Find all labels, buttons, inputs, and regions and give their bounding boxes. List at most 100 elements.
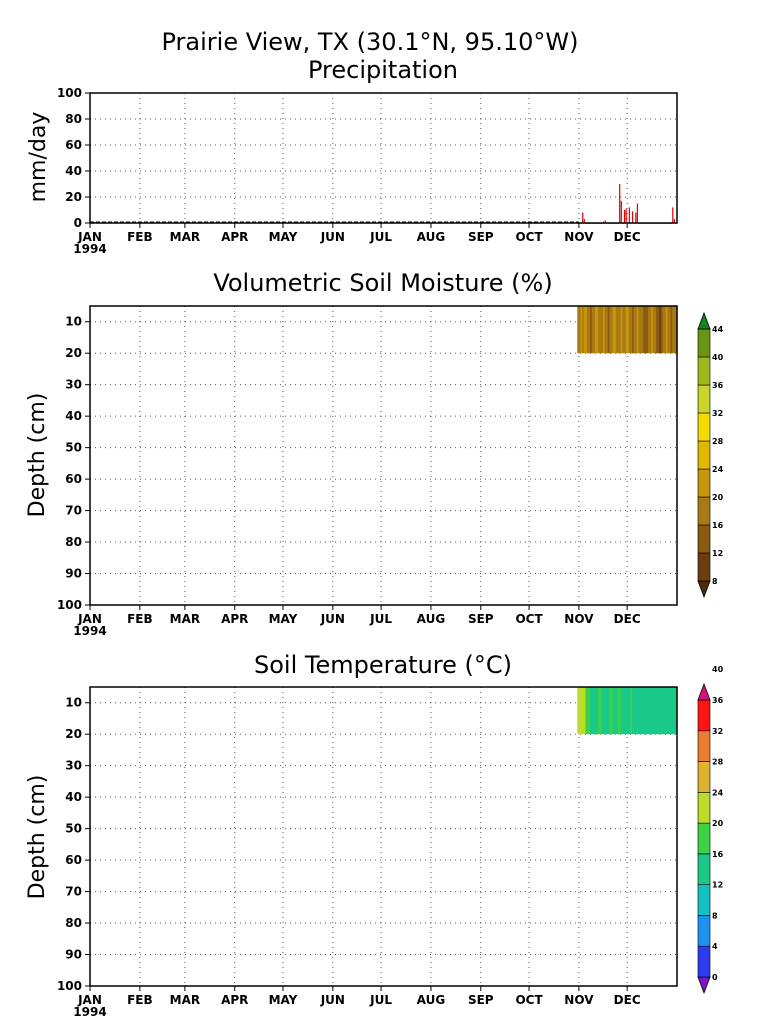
precipitation-xtick-label: MAY [269, 230, 298, 244]
soil-temperature-heatmap-cell [604, 687, 607, 735]
soil-temperature-colorbar-label: 0 [712, 973, 718, 982]
soil-moisture-heatmap-cell [603, 306, 606, 354]
soil-moisture-ytick-label: 80 [65, 535, 82, 549]
soil-moisture-colorbar-label: 32 [712, 409, 723, 418]
soil-temperature-heatmap-cell [622, 687, 625, 735]
soil-temperature-heatmap-cell [627, 687, 630, 735]
soil-moisture-heatmap-cell [638, 306, 641, 354]
soil-moisture-heatmap-cell [598, 306, 601, 354]
soil-temperature-heatmap-cell [603, 687, 606, 735]
precipitation-ytick-label: 20 [65, 190, 82, 204]
soil-temperature-heatmap-cell [659, 687, 662, 735]
precipitation-xtick-label: APR [221, 230, 248, 244]
soil-moisture-title: Volumetric Soil Moisture (%) [213, 269, 552, 297]
soil-moisture-ytick-label: 100 [57, 598, 82, 612]
precipitation-xtick-label: OCT [515, 230, 543, 244]
soil-moisture-xtick-label: DEC [614, 612, 641, 626]
soil-temperature-ylabel: Depth (cm) [25, 775, 50, 900]
soil-temperature-heatmap-cell [578, 687, 582, 735]
soil-moisture-heatmap-cell [604, 306, 607, 354]
soil-moisture-heatmap-cell [611, 306, 614, 354]
soil-moisture-ytick-label: 70 [65, 504, 82, 518]
soil-moisture-colorbar-label: 8 [712, 577, 718, 586]
soil-temperature-heatmap-cell [598, 687, 601, 735]
soil-temperature-ytick-label: 50 [65, 822, 82, 836]
soil-moisture-xtick-label: APR [221, 612, 248, 626]
soil-moisture-heatmap-cell [631, 306, 635, 354]
soil-moisture-ytick-label: 40 [65, 409, 82, 423]
figure-title-line2: Precipitation [308, 56, 458, 84]
precipitation-xtick-label: JAN [77, 230, 102, 244]
soil-temperature-heatmap-cell [651, 687, 654, 735]
soil-temperature-ytick-label: 80 [65, 916, 82, 930]
soil-temperature-heatmap-cell [582, 687, 585, 735]
soil-temperature-heatmap-cell [607, 687, 611, 735]
precipitation-bar [631, 211, 634, 223]
soil-moisture-heatmap-cell [582, 306, 585, 354]
soil-moisture-xtick-label: MAY [269, 612, 298, 626]
precipitation-xtick-label: FEB [127, 230, 153, 244]
soil-temperature-heatmap-cell [580, 687, 583, 735]
soil-temperature-year-label: 1994 [73, 1005, 106, 1019]
soil-temperature-heatmap-cell [583, 687, 586, 735]
soil-temperature-colorbar-label: 12 [712, 881, 723, 890]
precipitation-bar [628, 207, 630, 223]
soil-moisture-heatmap-cell [660, 306, 664, 354]
soil-temperature-ytick-label: 60 [65, 853, 82, 867]
soil-moisture-heatmap-cell [583, 306, 586, 354]
soil-temperature-xtick-label: JAN [77, 993, 102, 1007]
soil-moisture-xtick-label: OCT [515, 612, 543, 626]
soil-temperature-heatmap-cell [638, 687, 641, 735]
soil-moisture-heatmap-cell [627, 306, 630, 354]
soil-moisture-colorbar-segment [697, 524, 711, 554]
soil-moisture-xtick-label: JUN [320, 612, 345, 626]
soil-moisture-heatmap-cell [662, 306, 665, 354]
soil-temperature-colorbar-segment [697, 853, 711, 885]
soil-moisture-heatmap-cell [596, 306, 599, 354]
soil-moisture-plot-frame [89, 305, 678, 606]
soil-moisture-heatmap-cell [599, 306, 603, 354]
precipitation-plot-frame [89, 92, 678, 224]
soil-temperature-heatmap-cell [625, 687, 628, 735]
precipitation-bar [583, 219, 585, 223]
soil-temperature-colorbar-max-arrow [697, 682, 711, 701]
soil-temperature-colorbar-min-arrow [697, 976, 711, 995]
soil-temperature-heatmap-cell [619, 687, 622, 735]
soil-temperature-heatmap-cell [643, 687, 646, 735]
soil-moisture-colorbar-label: 36 [712, 381, 724, 390]
soil-temperature-heatmap-cell [601, 687, 604, 735]
soil-moisture-heatmap-cell [641, 306, 644, 354]
soil-temperature-xtick-label: JUN [320, 993, 345, 1007]
soil-moisture-xtick-label: MAR [170, 612, 200, 626]
soil-moisture-colorbar-min-arrow [697, 580, 711, 599]
soil-moisture-heatmap-cell [667, 306, 670, 354]
soil-moisture-heatmap-cell [654, 306, 657, 354]
precipitation-xtick-label: AUG [417, 230, 446, 244]
soil-temperature-ytick-label: 90 [65, 948, 82, 962]
soil-temperature-heatmap-cell [654, 687, 657, 735]
soil-temperature-heatmap-cell [577, 687, 580, 735]
precipitation-bar [673, 219, 675, 223]
precipitation-xtick-label: DEC [614, 230, 641, 244]
soil-temperature-heatmap-cell [606, 687, 609, 735]
soil-temperature-heatmap-cell [612, 687, 615, 735]
soil-moisture-heatmap-cell [668, 306, 672, 354]
soil-moisture-xtick-label: JUL [369, 612, 392, 626]
soil-moisture-colorbar-segment [697, 552, 711, 582]
precipitation-bar [604, 220, 606, 223]
soil-moisture-heatmap-cell [614, 306, 617, 354]
soil-moisture-heatmap-cell [588, 306, 591, 354]
soil-moisture-heatmap-cell [646, 306, 649, 354]
soil-moisture-heatmap-cell [665, 306, 668, 354]
soil-temperature-heatmap-cell [656, 687, 659, 735]
soil-moisture-colorbar-label: 24 [712, 465, 724, 474]
soil-temperature-heatmap-cell [591, 687, 594, 735]
soil-moisture-heatmap-cell [578, 306, 582, 354]
soil-moisture-heatmap-cell [644, 306, 648, 354]
soil-moisture-heatmap-cell [636, 306, 640, 354]
soil-moisture-xtick-label: NOV [564, 612, 594, 626]
soil-moisture-ytick-label: 50 [65, 441, 82, 455]
soil-temperature-heatmap-cell [657, 687, 660, 735]
soil-temperature-heatmap-cell [586, 687, 590, 735]
